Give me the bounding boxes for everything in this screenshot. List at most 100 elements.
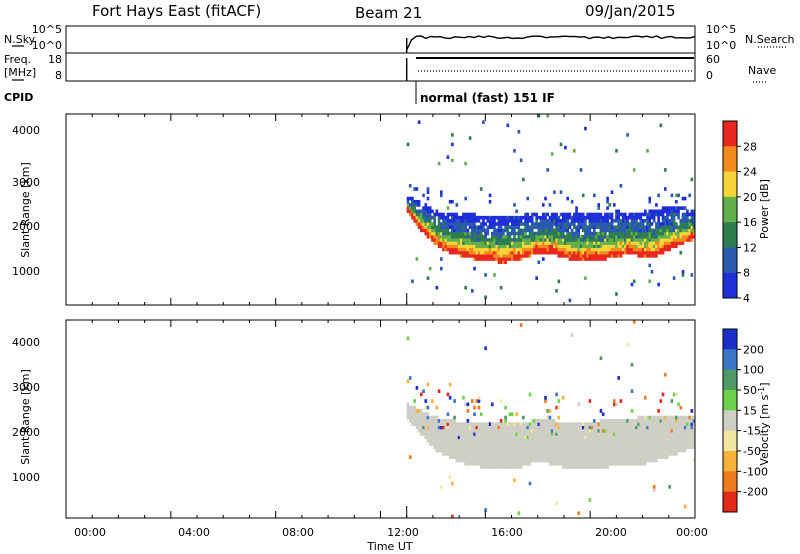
power-cell: [535, 225, 538, 229]
power-cell: [553, 241, 556, 245]
power-cell: [606, 222, 609, 226]
power-cell: [646, 234, 649, 239]
power-cell: [499, 244, 503, 249]
power-cell: [570, 231, 574, 236]
velocity-cell: [462, 438, 465, 443]
power-cell: [679, 219, 683, 223]
velocity-cell: [488, 442, 492, 446]
power-cell: [666, 231, 669, 236]
velocity-cell: [424, 435, 428, 440]
power-cell: [666, 209, 669, 214]
power-cell: [643, 250, 647, 255]
power-cell: [646, 222, 649, 226]
power-cell: [479, 254, 483, 258]
power-cell: [550, 228, 554, 233]
velocity-cell: [433, 442, 436, 446]
power-cell: [493, 273, 496, 277]
velocity-cell: [624, 448, 627, 453]
power-cell: [528, 225, 532, 229]
power-cell: [681, 228, 685, 233]
velocity-cell: [479, 442, 483, 446]
velocity-cell: [486, 425, 490, 430]
power-cell: [632, 279, 636, 284]
power-cell: [515, 250, 518, 255]
velocity-cell: [655, 432, 658, 436]
velocity-cell: [681, 425, 685, 430]
power-cell: [612, 234, 616, 239]
velocity-cell: [624, 428, 627, 433]
velocity-cell: [464, 445, 467, 450]
velocity-cell: [546, 432, 550, 436]
power-cell: [608, 241, 612, 245]
velocity-cell: [675, 419, 678, 423]
velocity-cell: [597, 428, 601, 433]
velocity-cell: [643, 432, 647, 436]
velocity-cell: [639, 442, 643, 446]
velocity-cell: [690, 445, 694, 450]
velocity-cell: [581, 422, 585, 426]
velocity-cell: [692, 432, 696, 436]
power-cell: [630, 244, 634, 249]
power-cell: [433, 225, 436, 229]
power-cell: [544, 231, 547, 236]
velocity-cell: [526, 452, 530, 456]
power-cell: [670, 231, 674, 236]
velocity-cell: [426, 415, 430, 420]
power-cell: [424, 209, 428, 214]
velocity-cell: [652, 415, 656, 420]
velocity-cell: [624, 425, 627, 430]
power-cell: [462, 219, 465, 223]
power-cell: [526, 247, 530, 252]
power-cell: [581, 238, 585, 242]
velocity-cell: [475, 399, 479, 403]
power-cell: [610, 238, 614, 242]
power-cell: [453, 222, 456, 226]
power-cell: [650, 241, 654, 245]
velocity-cell: [510, 412, 514, 417]
power-cell: [426, 190, 430, 194]
velocity-cell: [688, 415, 691, 420]
power-cell: [411, 196, 414, 201]
power-cell: [666, 228, 669, 233]
power-cell: [601, 254, 605, 258]
velocity-cell: [417, 412, 421, 417]
velocity-cell: [648, 458, 652, 463]
power-cell: [415, 203, 419, 207]
velocity-cell: [495, 461, 499, 466]
power-cell: [522, 244, 525, 249]
velocity-cell: [541, 419, 545, 423]
power-cell: [473, 231, 476, 236]
power-cell: [683, 228, 687, 233]
velocity-cell: [615, 442, 618, 446]
velocity-cell: [588, 435, 592, 440]
velocity-cell: [650, 422, 654, 426]
power-cell: [488, 199, 492, 204]
power-cell: [601, 231, 605, 236]
power-cell: [581, 257, 585, 261]
power-cell: [595, 212, 598, 217]
velocity-cell: [464, 442, 467, 446]
velocity-cell: [592, 452, 596, 456]
velocity-cell: [484, 432, 487, 436]
velocity-cell: [652, 425, 656, 430]
velocity-cell: [499, 432, 503, 436]
power-cell: [451, 133, 454, 137]
power-cell: [648, 234, 652, 239]
velocity-cell: [610, 461, 614, 466]
power-cell: [504, 234, 507, 239]
power-cell: [517, 244, 521, 249]
velocity-cell: [519, 465, 523, 469]
velocity-cell: [506, 438, 510, 443]
velocity-cell: [539, 425, 543, 430]
velocity-cell: [495, 445, 499, 450]
velocity-cell: [599, 356, 603, 360]
power-cell: [561, 228, 565, 233]
velocity-cell: [517, 452, 521, 456]
velocity-cell: [626, 435, 629, 440]
velocity-cell: [528, 435, 532, 440]
velocity-cell: [446, 432, 450, 436]
velocity-cell: [588, 448, 592, 453]
velocity-cell: [663, 432, 667, 436]
velocity-cell: [666, 452, 669, 456]
velocity-cell: [597, 465, 601, 469]
